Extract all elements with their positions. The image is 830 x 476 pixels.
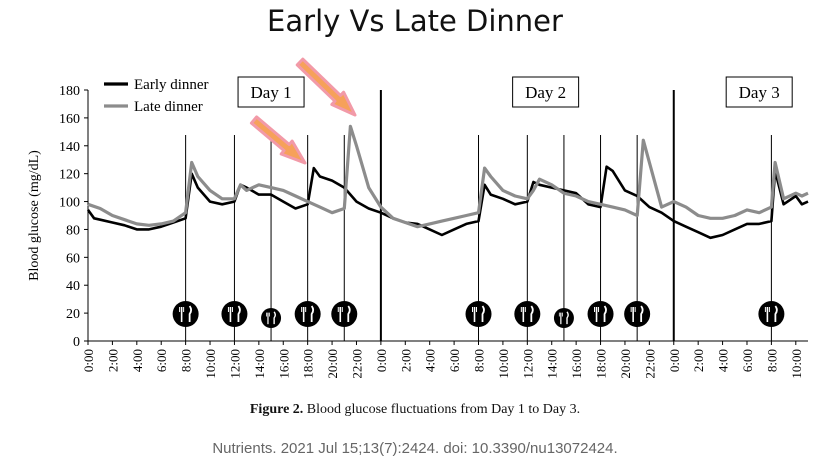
day-label-text: Day 1 — [251, 83, 292, 102]
x-tick-label: 22:00 — [349, 349, 364, 379]
knife — [310, 305, 315, 322]
y-tick-label: 40 — [66, 279, 80, 294]
meal-icon-disc — [294, 301, 321, 327]
x-tick-label: 6:00 — [447, 349, 462, 372]
meal-icon — [465, 301, 492, 327]
meal-icon — [514, 301, 541, 327]
x-tick-label: 12:00 — [520, 349, 535, 379]
knife — [188, 305, 193, 322]
arrow-shape — [295, 57, 357, 117]
y-axis-label: Blood glucose (mg/dL) — [27, 150, 42, 281]
page-title: Early Vs Late Dinner — [267, 4, 563, 38]
x-tick-label: 22:00 — [642, 349, 657, 379]
meal-icon-disc — [553, 308, 574, 328]
x-tick-label: 2:00 — [691, 349, 706, 372]
meal-icon-disc — [587, 301, 614, 327]
chart: 0 20 40 60 80 100 120 140 160 180 Blood glucose (m… — [27, 57, 809, 379]
series-line-late-dinner — [87, 124, 809, 229]
y-tick-label: 80 — [66, 223, 80, 238]
y-tick-label: 60 — [66, 251, 80, 266]
x-tick-label: 6:00 — [740, 349, 755, 372]
knife — [347, 305, 351, 322]
y-tick-label: 140 — [59, 140, 80, 155]
meal-icon-disc — [624, 301, 651, 327]
meal-icon-disc — [221, 301, 248, 327]
meal-icon-disc — [331, 301, 358, 327]
x-tick-label: 14:00 — [545, 349, 560, 379]
day-label-text: Day 2 — [525, 83, 566, 102]
x-tick-label: 12:00 — [227, 349, 242, 379]
x-tick-label: 2:00 — [105, 349, 120, 372]
x-tick-label: 18:00 — [594, 349, 609, 379]
day-label-text: Day 3 — [739, 83, 780, 102]
x-tick-label: 20:00 — [325, 349, 340, 379]
x-tick-label: 4:00 — [130, 349, 145, 372]
y-tick-label: 100 — [59, 196, 80, 211]
x-tick-label: 14:00 — [252, 349, 267, 379]
x-tick-label: 0:00 — [667, 349, 682, 372]
knife — [603, 305, 607, 322]
meal-icon — [624, 301, 651, 327]
figure-caption-label: Figure 2. — [249, 402, 304, 417]
x-tick-label: 18:00 — [301, 349, 316, 379]
meal-icon — [587, 301, 614, 327]
x-tick-label: 16:00 — [276, 349, 291, 379]
y-tick-label: 20 — [66, 307, 80, 322]
knife — [481, 305, 485, 322]
knife — [566, 311, 569, 325]
legend-label: Early dinner — [134, 77, 209, 93]
meal-icon — [331, 301, 358, 327]
meal-icon — [172, 301, 199, 327]
meal-icon — [261, 308, 282, 328]
y-tick-label: 0 — [73, 335, 80, 350]
knife — [237, 305, 241, 322]
y-tick-label: 160 — [59, 112, 80, 127]
x-tick-label: 2:00 — [398, 349, 413, 372]
knife — [530, 305, 534, 322]
meal-icon — [758, 301, 785, 327]
meal-icon — [553, 308, 574, 328]
x-tick-label: 8:00 — [179, 349, 194, 372]
legend-label: Late dinner — [134, 99, 203, 115]
citation: Nutrients. 2021 Jul 15;13(7):2424. doi: … — [212, 440, 618, 457]
x-tick-label: 10:00 — [496, 349, 511, 379]
figure-caption-text: Blood glucose fluctuations from Day 1 to… — [303, 402, 581, 417]
highlight-arrow-late-peak — [295, 57, 357, 117]
meal-icon — [294, 301, 321, 327]
meal-icon — [221, 301, 248, 327]
knife — [640, 305, 644, 322]
day-label-box — [237, 76, 305, 108]
x-tick-label: 8:00 — [764, 349, 779, 372]
day-label-box — [512, 76, 580, 108]
meal-icon-disc — [465, 301, 492, 327]
y-tick-label: 120 — [59, 168, 80, 183]
y-tick-label: 180 — [59, 84, 80, 99]
day-label-box — [725, 76, 793, 108]
x-tick-label: 4:00 — [716, 349, 731, 372]
x-tick-label: 6:00 — [154, 349, 169, 372]
highlight-arrow-early-peak — [249, 115, 307, 165]
meal-icon-disc — [514, 301, 541, 327]
arrow-shape — [249, 115, 307, 165]
knife — [774, 305, 778, 322]
x-tick-label: 4:00 — [423, 349, 438, 372]
x-tick-label: 10:00 — [203, 349, 218, 379]
x-tick-label: 16:00 — [569, 349, 584, 379]
meal-icon-disc — [261, 308, 282, 328]
x-tick-label: 10:00 — [789, 349, 804, 379]
meal-icon-disc — [758, 301, 785, 327]
knife — [273, 311, 276, 325]
x-tick-label: 0:00 — [81, 349, 96, 372]
x-tick-label: 8:00 — [472, 349, 487, 372]
x-tick-label: 20:00 — [618, 349, 633, 379]
series-line-early-dinner — [86, 165, 809, 240]
x-tick-label: 0:00 — [374, 349, 389, 372]
meal-icon-disc — [172, 301, 199, 327]
figure-caption: Figure 2. Blood glucose fluctuations fro… — [0, 402, 830, 418]
